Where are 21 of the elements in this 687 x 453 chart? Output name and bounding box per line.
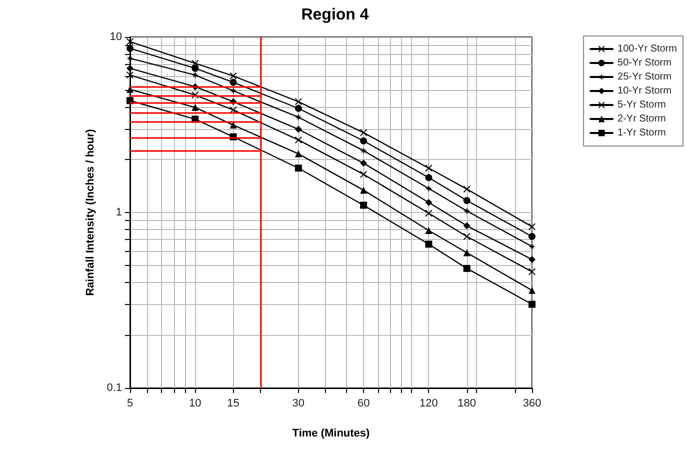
x-tick-label: 60 <box>357 398 370 410</box>
x-tick-label: 5 <box>126 398 134 410</box>
y-tick-label: 10 <box>110 31 122 43</box>
legend-label: 2-Yr Storm <box>618 114 666 124</box>
legend-label: 10-Yr Storm <box>618 86 672 96</box>
x-tick-label: 360 <box>522 398 542 410</box>
legend-label: 25-Yr Storm <box>618 72 672 82</box>
legend-label: 1-Yr Storm <box>618 128 666 138</box>
x-tick-label: 180 <box>458 398 476 410</box>
x-axis-title: Time (Minutes) <box>292 428 370 440</box>
y-tick-label: 1 <box>116 206 122 218</box>
y-axis-title: Rainfall Intensity (Inches / hour) <box>84 128 96 296</box>
x-tick-label: 15 <box>227 398 240 410</box>
x-tick-label: 120 <box>420 398 438 410</box>
y-tick-label: 0.1 <box>106 382 122 394</box>
legend-label: 50-Yr Storm <box>618 58 672 68</box>
legend-label: 5-Yr Storm <box>618 100 666 110</box>
legend-label: 100-Yr Storm <box>618 44 678 54</box>
x-tick-label: 10 <box>189 398 202 410</box>
x-tick-label: 30 <box>292 398 305 410</box>
chart-title: Region 4 <box>301 6 369 24</box>
